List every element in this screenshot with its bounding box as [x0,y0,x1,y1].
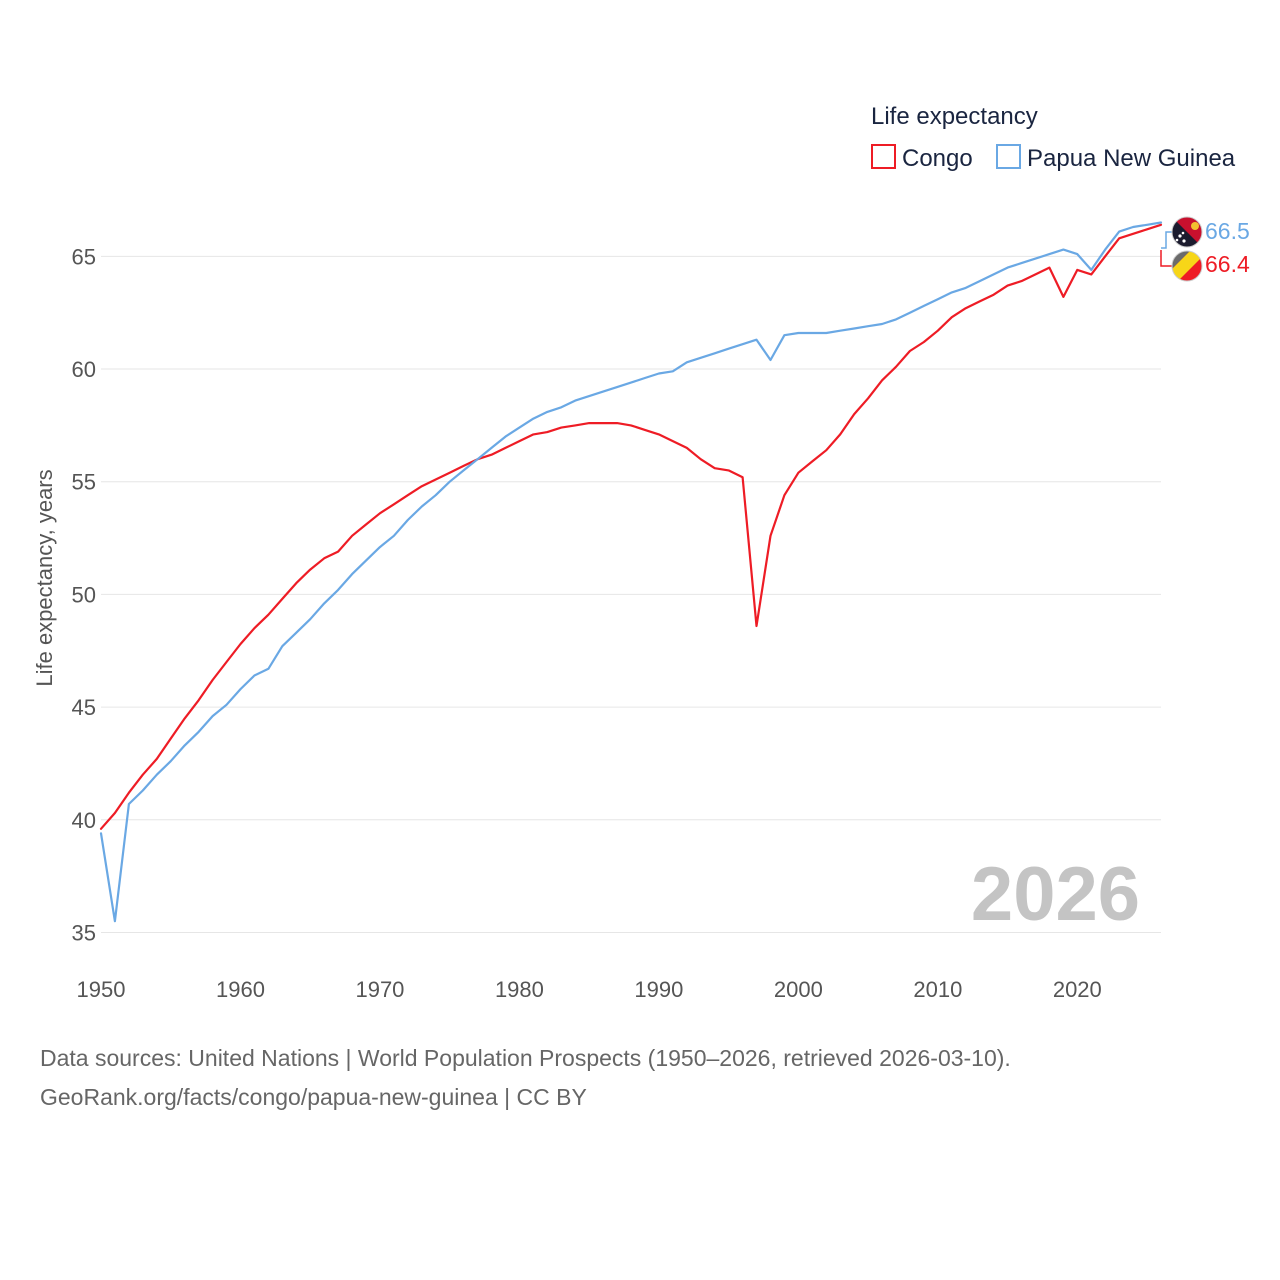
series-line-papua-new-guinea [99,221,1163,923]
y-tick-label-45: 45 [72,695,96,720]
legend: Life expectancy Congo Papua New Guinea [871,103,1236,172]
legend-title: Life expectancy [871,103,1038,130]
y-axis-ticks: 35 40 45 50 55 60 65 [72,244,96,945]
end-label-png-value: 66.5 [1205,218,1250,244]
x-tick-label-1970: 1970 [355,977,404,1002]
legend-item-papua-new-guinea[interactable]: Papua New Guinea [996,144,1236,172]
x-tick-label-2010: 2010 [913,977,962,1002]
year-watermark: 2026 [971,852,1140,937]
end-label-connector-png [1161,231,1173,249]
series-line-congo [99,223,1163,830]
congo-flag-icon [1171,250,1203,282]
x-tick-label-1990: 1990 [634,977,683,1002]
source-line-2: GeoRank.org/facts/congo/papua-new-guinea… [40,1084,587,1110]
y-tick-label-65: 65 [72,244,96,269]
x-tick-label-1960: 1960 [216,977,265,1002]
y-tick-label-35: 35 [72,920,96,945]
x-axis-ticks: 1950 1960 1970 1980 1990 2000 2010 2020 [77,977,1102,1002]
end-label-connector-congo [1160,250,1173,267]
gridlines [101,255,1161,933]
y-tick-label-55: 55 [72,470,96,495]
y-tick-label-60: 60 [72,357,96,382]
legend-item-congo[interactable]: Congo [871,144,973,172]
legend-swatch-congo [871,144,896,169]
y-tick-label-50: 50 [72,582,96,607]
y-tick-label-40: 40 [72,808,96,833]
legend-label-papua-new-guinea: Papua New Guinea [1027,145,1236,172]
end-labels: 66.5 66.4 [1160,216,1250,282]
x-tick-label-2020: 2020 [1053,977,1102,1002]
y-axis-title: Life expectancy, years [32,469,57,686]
x-tick-label-2000: 2000 [774,977,823,1002]
x-tick-label-1950: 1950 [77,977,126,1002]
series-lines [99,221,1163,923]
legend-label-congo: Congo [902,145,973,172]
end-label-congo-value: 66.4 [1205,251,1250,277]
papua-new-guinea-flag-icon [1171,216,1203,248]
source-line-1: Data sources: United Nations | World Pop… [40,1045,1011,1071]
x-tick-label-1980: 1980 [495,977,544,1002]
legend-swatch-papua-new-guinea [996,144,1021,169]
